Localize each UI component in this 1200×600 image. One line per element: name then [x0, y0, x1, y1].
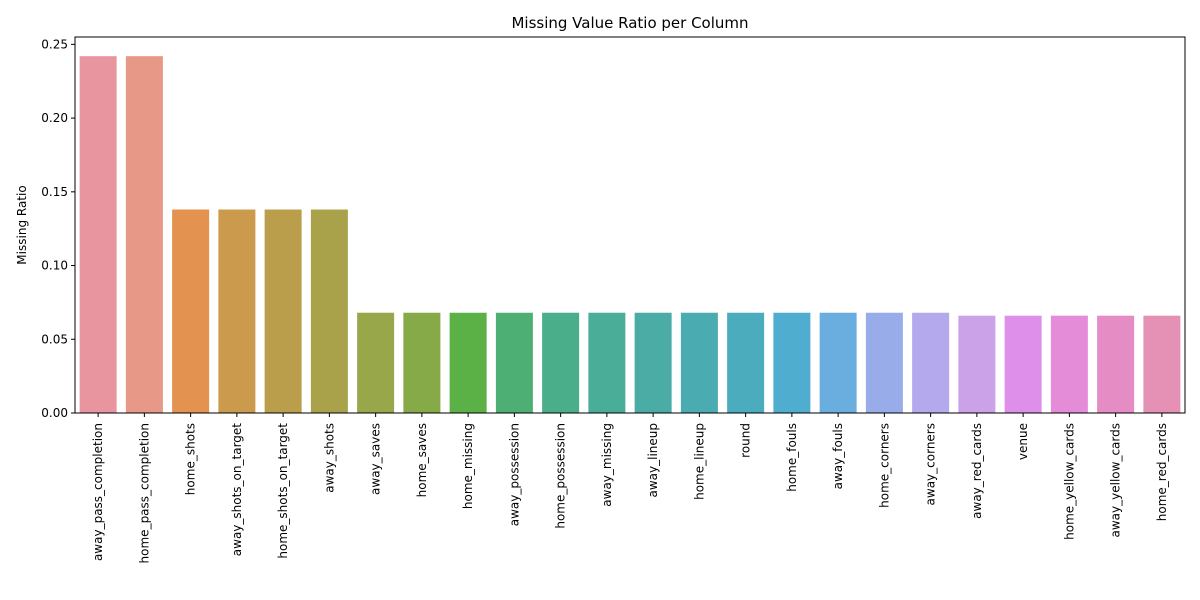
y-tick-label: 0.25 [41, 37, 68, 51]
x-tick-label: away_possession [507, 423, 521, 526]
x-tick-label: away_fouls [831, 423, 845, 489]
bar-away-fouls [819, 312, 857, 413]
bar-round [727, 312, 765, 413]
x-ticks-group: away_pass_completion home_pass_completion… [91, 413, 1169, 563]
chart-title: Missing Value Ratio per Column [511, 14, 748, 32]
bar-away-saves [357, 312, 395, 413]
x-tick-label: home_fouls [785, 423, 799, 492]
y-axis-label: Missing Ratio [15, 185, 29, 264]
x-tick-label: home_red_cards [1155, 423, 1169, 521]
x-tick-label: away_pass_completion [91, 423, 105, 561]
bar-away-possession [495, 312, 533, 413]
bar-venue [1004, 315, 1042, 413]
x-tick-label: home_possession [554, 423, 568, 529]
bar-home-lineup [680, 312, 718, 413]
x-tick-label: away_saves [369, 423, 383, 495]
bar-away-shots-on-target [218, 209, 256, 413]
bar-home-fouls [773, 312, 811, 413]
bar-home-pass-completion [125, 56, 163, 414]
y-tick-label: 0.10 [41, 259, 68, 273]
x-tick-label: away_lineup [646, 423, 660, 498]
bar-home-yellow-cards [1050, 315, 1088, 413]
x-tick-label: venue [1016, 423, 1030, 460]
x-tick-label: home_corners [877, 423, 891, 508]
x-tick-label: home_shots [184, 423, 198, 495]
x-tick-label: away_shots [322, 423, 336, 493]
x-tick-label: away_red_cards [970, 423, 984, 519]
bar-away-pass-completion [79, 56, 117, 414]
y-tick-label: 0.05 [41, 332, 68, 346]
bar-away-shots [310, 209, 348, 413]
x-tick-label: round [739, 423, 753, 458]
bar-home-corners [865, 312, 903, 413]
bar-home-missing [449, 312, 487, 413]
x-tick-label: home_saves [415, 423, 429, 497]
bar-home-shots-on-target [264, 209, 302, 413]
bar-away-lineup [634, 312, 672, 413]
plot-frame [74, 36, 1186, 414]
x-tick-label: away_shots_on_target [230, 423, 244, 557]
x-tick-label: home_missing [461, 423, 475, 509]
x-tick-label: away_corners [924, 423, 938, 505]
x-tick-label: away_missing [600, 423, 614, 507]
bar-away-corners [912, 312, 950, 413]
bar-home-saves [403, 312, 441, 413]
x-tick-label: away_yellow_cards [1109, 423, 1123, 537]
bar-away-red-cards [958, 315, 996, 413]
y-tick-label: 0.20 [41, 111, 68, 125]
bar-away-yellow-cards [1097, 315, 1135, 413]
x-tick-label: home_lineup [692, 423, 706, 500]
bar-home-shots [172, 209, 210, 413]
y-ticks-group: 0.00 0.05 0.10 0.15 0.20 0.25 [41, 37, 75, 420]
bar-home-red-cards [1143, 315, 1181, 413]
x-tick-label: home_yellow_cards [1062, 423, 1076, 540]
bar-away-missing [588, 312, 626, 413]
y-tick-label: 0.15 [41, 185, 68, 199]
x-tick-label: home_pass_completion [137, 423, 151, 563]
y-tick-label: 0.00 [41, 406, 68, 420]
bars-group [79, 56, 1181, 414]
x-tick-label: home_shots_on_target [276, 423, 290, 559]
bar-home-possession [542, 312, 580, 413]
